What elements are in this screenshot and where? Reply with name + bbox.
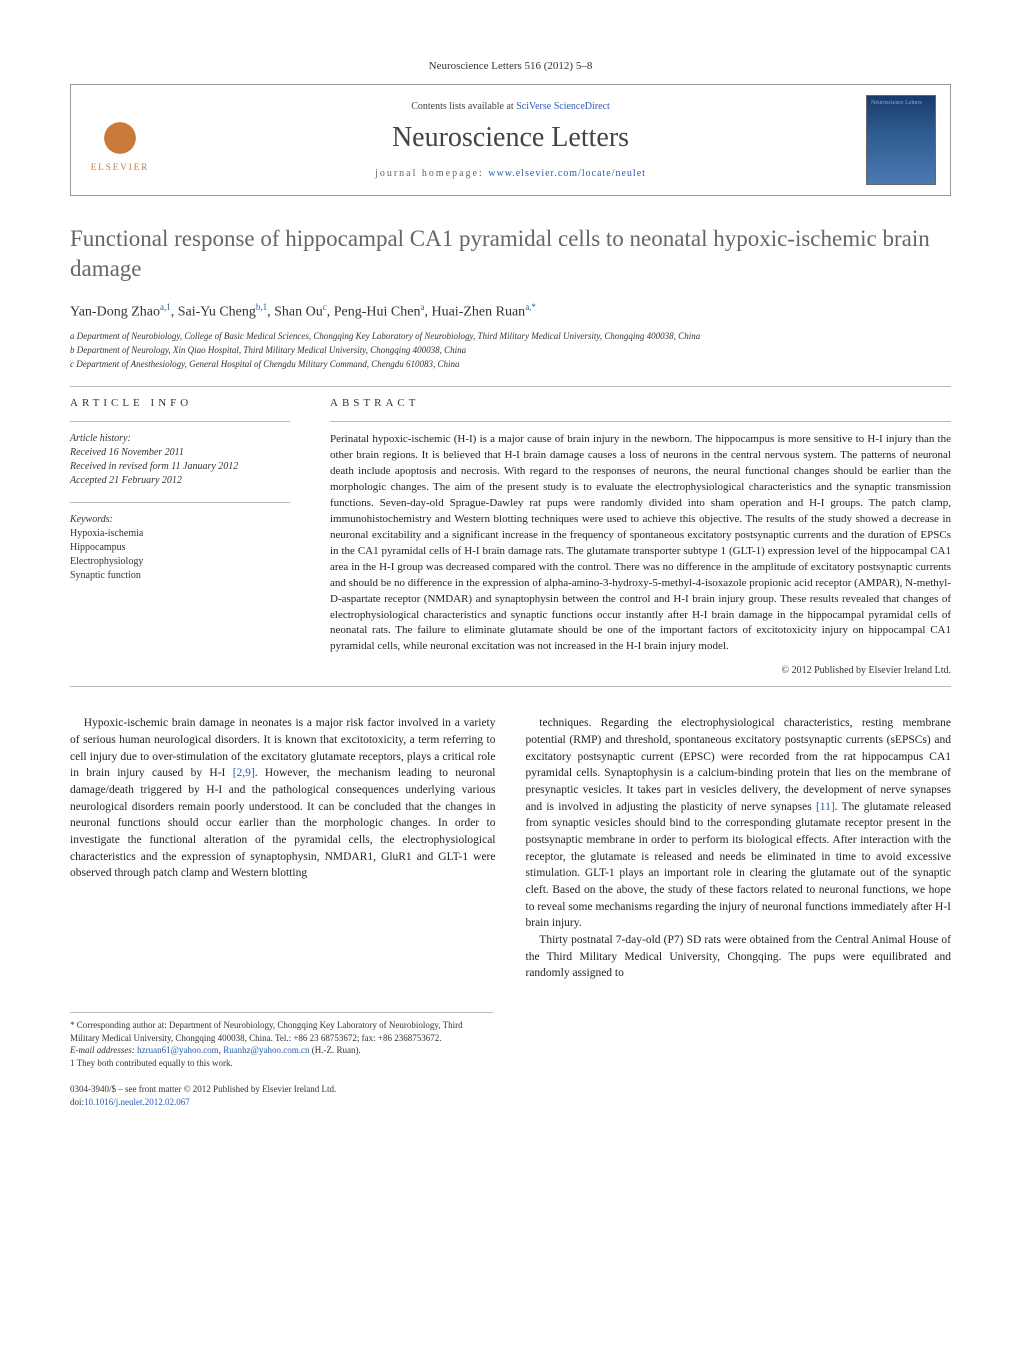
email-line: E-mail addresses: hzruan61@yahoo.com, Ru… xyxy=(70,1044,493,1057)
issn-line: 0304-3940/$ – see front matter © 2012 Pu… xyxy=(70,1083,951,1096)
divider xyxy=(70,686,951,687)
email-link[interactable]: hzruan61@yahoo.com xyxy=(137,1045,219,1055)
contents-prefix: Contents lists available at xyxy=(411,101,516,112)
keyword: Hippocampus xyxy=(70,541,290,555)
journal-title: Neuroscience Letters xyxy=(155,122,866,154)
keyword: Hypoxia-ischemia xyxy=(70,527,290,541)
email-suffix: (H.-Z. Ruan). xyxy=(309,1045,360,1055)
accepted-date: Accepted 21 February 2012 xyxy=(70,474,290,488)
keywords-block: Keywords: Hypoxia-ischemia Hippocampus E… xyxy=(70,513,290,583)
ref-link[interactable]: [11] xyxy=(816,801,835,813)
keywords-label: Keywords: xyxy=(70,513,290,527)
page-footer: 0304-3940/$ – see front matter © 2012 Pu… xyxy=(70,1083,951,1108)
affiliation-c: c Department of Anesthesiology, General … xyxy=(70,358,951,371)
equal-contribution-note: 1 They both contributed equally to this … xyxy=(70,1057,493,1070)
article-history: Article history: Received 16 November 20… xyxy=(70,432,290,488)
email-link[interactable]: Ruanhz@yahoo.com.cn xyxy=(223,1045,309,1055)
divider xyxy=(70,386,951,387)
email-label: E-mail addresses: xyxy=(70,1045,137,1055)
article-info-heading: article info xyxy=(70,397,290,409)
divider xyxy=(330,421,951,422)
authors-list: Yan-Dong Zhaoa,1, Sai-Yu Chengb,1, Shan … xyxy=(70,302,951,321)
body-column-left: Hypoxic-ischemic brain damage in neonate… xyxy=(70,715,496,982)
body-paragraph: Thirty postnatal 7-day-old (P7) SD rats … xyxy=(526,932,952,982)
received-date: Received 16 November 2011 xyxy=(70,446,290,460)
footnotes: * Corresponding author at: Department of… xyxy=(70,1012,493,1069)
keyword: Synaptic function xyxy=(70,569,290,583)
body-paragraph: techniques. Regarding the electrophysiol… xyxy=(526,715,952,932)
doi-link[interactable]: 10.1016/j.neulet.2012.02.067 xyxy=(84,1097,190,1107)
cover-label: Neuroscience Letters xyxy=(871,100,922,106)
body-columns: Hypoxic-ischemic brain damage in neonate… xyxy=(70,715,951,982)
elsevier-label: ELSEVIER xyxy=(91,162,150,172)
corresponding-author-note: * Corresponding author at: Department of… xyxy=(70,1019,493,1044)
revised-date: Received in revised form 11 January 2012 xyxy=(70,460,290,474)
divider xyxy=(70,502,290,503)
body-column-right: techniques. Regarding the electrophysiol… xyxy=(526,715,952,982)
doi-line: doi:10.1016/j.neulet.2012.02.067 xyxy=(70,1096,951,1109)
abstract-text: Perinatal hypoxic-ischemic (H-I) is a ma… xyxy=(330,432,951,655)
doi-label: doi: xyxy=(70,1097,84,1107)
affiliations: a Department of Neurobiology, College of… xyxy=(70,330,951,370)
journal-cover-thumbnail: Neuroscience Letters xyxy=(866,95,936,185)
homepage-prefix: journal homepage: xyxy=(375,168,488,179)
elsevier-logo: ELSEVIER xyxy=(85,100,155,180)
article-title: Functional response of hippocampal CA1 p… xyxy=(70,224,951,284)
journal-reference: Neuroscience Letters 516 (2012) 5–8 xyxy=(70,60,951,72)
keyword: Electrophysiology xyxy=(70,555,290,569)
abstract-heading: abstract xyxy=(330,397,951,409)
abstract-copyright: © 2012 Published by Elsevier Ireland Ltd… xyxy=(330,665,951,676)
contents-available-line: Contents lists available at SciVerse Sci… xyxy=(155,101,866,112)
sciencedirect-link[interactable]: SciVerse ScienceDirect xyxy=(516,101,610,112)
history-label: Article history: xyxy=(70,432,290,446)
body-paragraph: Hypoxic-ischemic brain damage in neonate… xyxy=(70,715,496,882)
ref-link[interactable]: [2,9] xyxy=(233,767,255,779)
elsevier-tree-icon xyxy=(95,108,145,158)
journal-header-box: ELSEVIER Contents lists available at Sci… xyxy=(70,84,951,196)
homepage-line: journal homepage: www.elsevier.com/locat… xyxy=(155,168,866,179)
homepage-link[interactable]: www.elsevier.com/locate/neulet xyxy=(488,168,646,179)
divider xyxy=(70,421,290,422)
affiliation-b: b Department of Neurology, Xin Qiao Hosp… xyxy=(70,344,951,357)
affiliation-a: a Department of Neurobiology, College of… xyxy=(70,330,951,343)
